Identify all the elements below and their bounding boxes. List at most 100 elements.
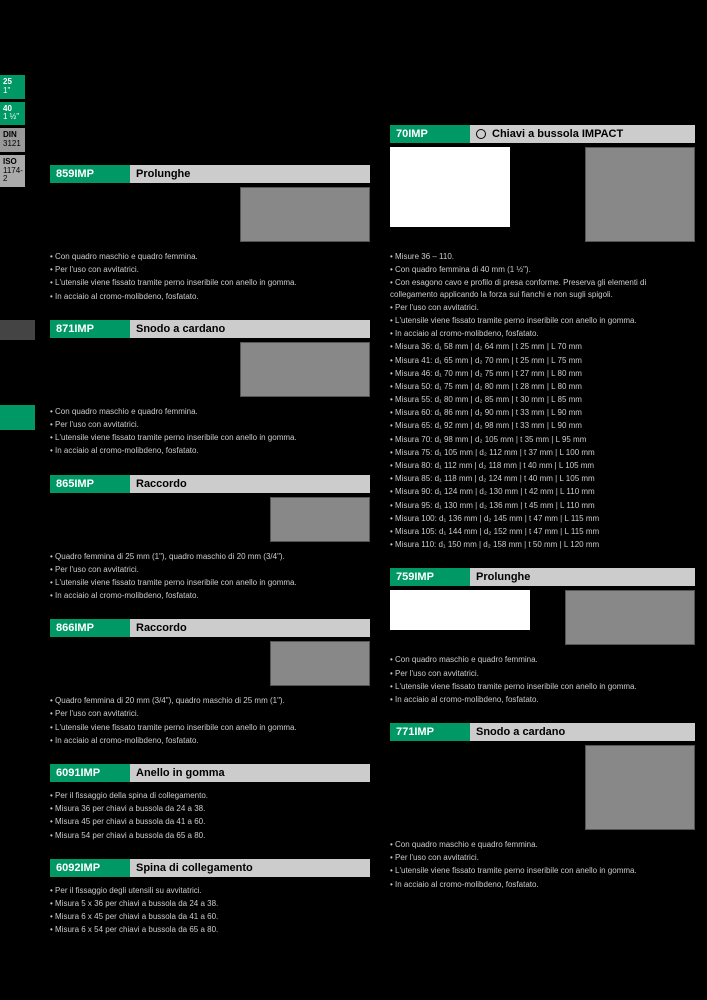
desc-line: Misura 100: d₁ 136 mm | d₂ 145 mm | t 47… <box>390 513 695 524</box>
desc-line: Misura 55: d₁ 80 mm | d₂ 85 mm | t 30 mm… <box>390 394 695 405</box>
desc-line: Misura 6 x 54 per chiavi a bussola da 65… <box>50 924 370 935</box>
product-image <box>270 641 370 686</box>
product-block: 6091IMPAnello in gomma Per il fissaggio d… <box>50 764 370 841</box>
product-title: Raccordo <box>130 619 370 637</box>
product-code: 866IMP <box>50 619 130 637</box>
desc-line: Misura 105: d₁ 144 mm | d₂ 152 mm | t 47… <box>390 526 695 537</box>
product-title: Raccordo <box>130 475 370 493</box>
product-description: Misure 36 – 110.Con quadro femmina di 40… <box>390 247 695 550</box>
product-description: Per il fissaggio degli utensili su avvit… <box>50 881 370 936</box>
desc-line: L'utensile viene fissato tramite perno i… <box>50 577 370 588</box>
desc-line: Misura 6 x 45 per chiavi a bussola da 41… <box>50 911 370 922</box>
product-code: 771IMP <box>390 723 470 741</box>
desc-line: In acciaio al cromo-molibdeno, fosfatato… <box>50 735 370 746</box>
product-image <box>565 590 695 645</box>
product-title: Anello in gomma <box>130 764 370 782</box>
desc-line: Misura 36: d₁ 58 mm | d₂ 64 mm | t 25 mm… <box>390 341 695 352</box>
desc-line: Per il fissaggio della spina di collegam… <box>50 790 370 801</box>
desc-line: Per l'uso con avvitatrici. <box>390 668 695 679</box>
desc-line: Con quadro maschio e quadro femmina. <box>390 839 695 850</box>
product-title: Snodo a cardano <box>130 320 370 338</box>
desc-line: Misura 65: d₁ 92 mm | d₂ 98 mm | t 33 mm… <box>390 420 695 431</box>
product-description: Con quadro maschio e quadro femmina. Per … <box>390 835 695 890</box>
desc-line: L'utensile viene fissato tramite perno i… <box>50 722 370 733</box>
product-block: 6092IMPSpina di collegamento Per il fissa… <box>50 859 370 936</box>
desc-line: In acciaio al cromo-molibdeno, fosfatato… <box>390 879 695 890</box>
product-image <box>585 147 695 242</box>
product-code: 70IMP <box>390 125 470 143</box>
desc-line: Misura 36 per chiavi a bussola da 24 a 3… <box>50 803 370 814</box>
product-description: Con quadro maschio e quadro femmina. Per … <box>390 650 695 705</box>
desc-line: Per l'uso con avvitatrici. <box>50 708 370 719</box>
side-badge: 401 ½" <box>0 102 25 126</box>
product-title: Snodo a cardano <box>470 723 695 741</box>
product-description: Quadro femmina di 25 mm (1"), quadro mas… <box>50 547 370 602</box>
desc-line: Con quadro maschio e quadro femmina. <box>50 406 370 417</box>
side-badge: ISO1174-2 <box>0 155 25 187</box>
product-block: 759IMPProlunghe Con quadro maschio e quad… <box>390 568 695 705</box>
product-image <box>585 745 695 830</box>
product-code: 859IMP <box>50 165 130 183</box>
section-header: 6091IMPAnello in gomma <box>50 764 370 782</box>
desc-line: Per l'uso con avvitatrici. <box>390 302 695 313</box>
product-description: Per il fissaggio della spina di collegam… <box>50 786 370 841</box>
desc-line: Misura 85: d₁ 118 mm | d₂ 124 mm | t 40 … <box>390 473 695 484</box>
desc-line: Misura 70: d₁ 98 mm | d₂ 105 mm | t 35 m… <box>390 434 695 445</box>
product-title: Chiavi a bussola IMPACT <box>470 125 695 143</box>
desc-line: Con quadro maschio e quadro femmina. <box>390 654 695 665</box>
desc-line: Per l'uso con avvitatrici. <box>50 419 370 430</box>
section-header: 871IMPSnodo a cardano <box>50 320 370 338</box>
desc-line: L'utensile viene fissato tramite perno i… <box>390 865 695 876</box>
desc-line: L'utensile viene fissato tramite perno i… <box>50 432 370 443</box>
product-block: 865IMPRaccordo Quadro femmina di 25 mm (1… <box>50 475 370 602</box>
hex-icon <box>476 129 486 139</box>
product-title: Prolunghe <box>470 568 695 586</box>
section-header: 771IMPSnodo a cardano <box>390 723 695 741</box>
right-column: 70IMPChiavi a bussola IMPACT Misure 36 – … <box>390 125 695 908</box>
sidebar: 251" 401 ½"DIN3121 ISO1174-2 <box>0 75 35 190</box>
desc-line: Misura 46: d₁ 70 mm | d₂ 75 mm | t 27 mm… <box>390 368 695 379</box>
technical-diagram <box>390 147 510 227</box>
section-header: 6092IMPSpina di collegamento <box>50 859 370 877</box>
desc-line: In acciaio al cromo-molibdeno, fosfatato… <box>50 445 370 456</box>
desc-line: Per il fissaggio degli utensili su avvit… <box>50 885 370 896</box>
desc-line: Misura 90: d₁ 124 mm | d₂ 130 mm | t 42 … <box>390 486 695 497</box>
section-header: 866IMPRaccordo <box>50 619 370 637</box>
product-image <box>270 497 370 542</box>
desc-line: Misura 54 per chiavi a bussola da 65 a 8… <box>50 830 370 841</box>
desc-line: Misura 45 per chiavi a bussola da 41 a 6… <box>50 816 370 827</box>
product-image <box>240 342 370 397</box>
desc-line: Misura 41: d₁ 65 mm | d₂ 70 mm | t 25 mm… <box>390 355 695 366</box>
product-code: 6092IMP <box>50 859 130 877</box>
product-image <box>240 187 370 242</box>
side-badge: 251" <box>0 75 25 99</box>
desc-line: Per l'uso con avvitatrici. <box>50 564 370 575</box>
desc-line: L'utensile viene fissato tramite perno i… <box>390 315 695 326</box>
desc-line: In acciaio al cromo-molibdeno, fosfatato… <box>50 590 370 601</box>
sidebar-gray-bar <box>0 320 35 340</box>
desc-line: Misura 80: d₁ 112 mm | d₂ 118 mm | t 40 … <box>390 460 695 471</box>
desc-line: Quadro femmina di 20 mm (3/4"), quadro m… <box>50 695 370 706</box>
product-description: Con quadro maschio e quadro femmina.Per … <box>50 247 370 302</box>
product-code: 6091IMP <box>50 764 130 782</box>
side-badge: DIN3121 <box>0 128 25 152</box>
product-code: 759IMP <box>390 568 470 586</box>
section-header: 759IMPProlunghe <box>390 568 695 586</box>
desc-line: Per l'uso con avvitatrici. <box>390 852 695 863</box>
desc-line: In acciaio al cromo-molibdeno, fosfatato… <box>390 328 695 339</box>
technical-diagram <box>390 590 530 630</box>
desc-line: Misura 110: d₁ 150 mm | d₂ 158 mm | t 50… <box>390 539 695 550</box>
desc-line: In acciaio al cromo-molibdeno, fosfatato… <box>390 694 695 705</box>
product-block: 871IMPSnodo a cardano Con quadro maschio … <box>50 320 370 457</box>
product-block: 859IMPProlungheCon quadro maschio e quad… <box>50 165 370 302</box>
product-description: Quadro femmina di 20 mm (3/4"), quadro m… <box>50 691 370 746</box>
desc-line: Con esagono cavo e profilo di presa conf… <box>390 277 695 299</box>
desc-line: Misura 5 x 36 per chiavi a bussola da 24… <box>50 898 370 909</box>
desc-line: Misura 60: d₁ 86 mm | d₂ 90 mm | t 33 mm… <box>390 407 695 418</box>
desc-line: In acciaio al cromo-molibdeno, fosfatato… <box>50 291 370 302</box>
product-code: 865IMP <box>50 475 130 493</box>
desc-line: Misure 36 – 110. <box>390 251 695 262</box>
product-code: 871IMP <box>50 320 130 338</box>
product-description: Con quadro maschio e quadro femmina. Per … <box>50 402 370 457</box>
desc-line: Per l'uso con avvitatrici. <box>50 264 370 275</box>
